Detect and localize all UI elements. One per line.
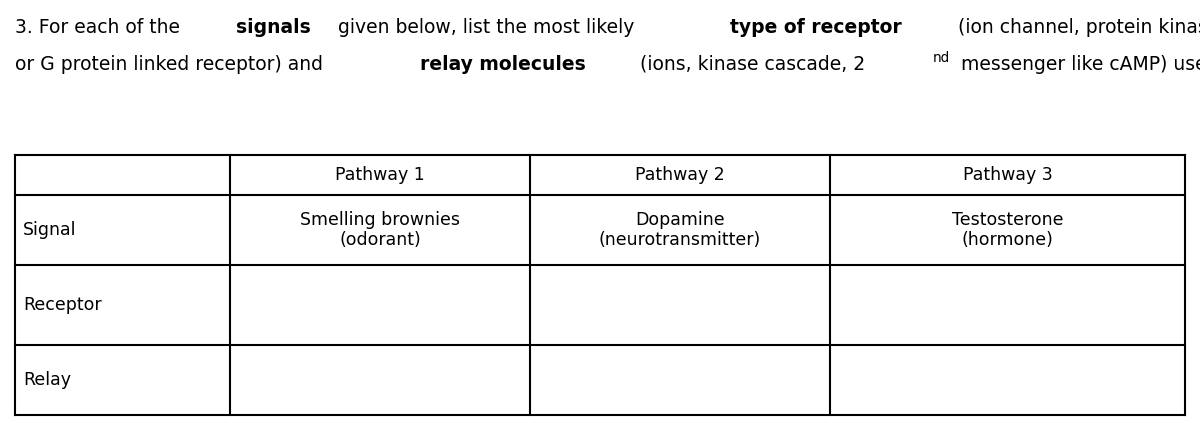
Text: signals: signals <box>235 18 311 37</box>
Text: Pathway 2: Pathway 2 <box>635 166 725 184</box>
Text: Receptor: Receptor <box>23 296 102 314</box>
Text: Signal: Signal <box>23 221 77 239</box>
Text: (ions, kinase cascade, 2: (ions, kinase cascade, 2 <box>634 55 865 74</box>
Text: type of receptor: type of receptor <box>730 18 901 37</box>
Text: given below, list the most likely: given below, list the most likely <box>332 18 641 37</box>
Text: Dopamine
(neurotransmitter): Dopamine (neurotransmitter) <box>599 211 761 250</box>
Text: Testosterone
(hormone): Testosterone (hormone) <box>952 211 1063 250</box>
Text: (ion channel, protein kinase receptor,: (ion channel, protein kinase receptor, <box>952 18 1200 37</box>
Text: nd: nd <box>932 51 949 65</box>
Text: messenger like cAMP) used: messenger like cAMP) used <box>954 55 1200 74</box>
Text: 3. For each of the: 3. For each of the <box>14 18 186 37</box>
Text: or G protein linked receptor) and: or G protein linked receptor) and <box>14 55 329 74</box>
Text: Relay: Relay <box>23 371 71 389</box>
Text: Smelling brownies
(odorant): Smelling brownies (odorant) <box>300 211 460 250</box>
Text: relay molecules: relay molecules <box>420 55 586 74</box>
Text: Pathway 3: Pathway 3 <box>962 166 1052 184</box>
Text: Pathway 1: Pathway 1 <box>335 166 425 184</box>
